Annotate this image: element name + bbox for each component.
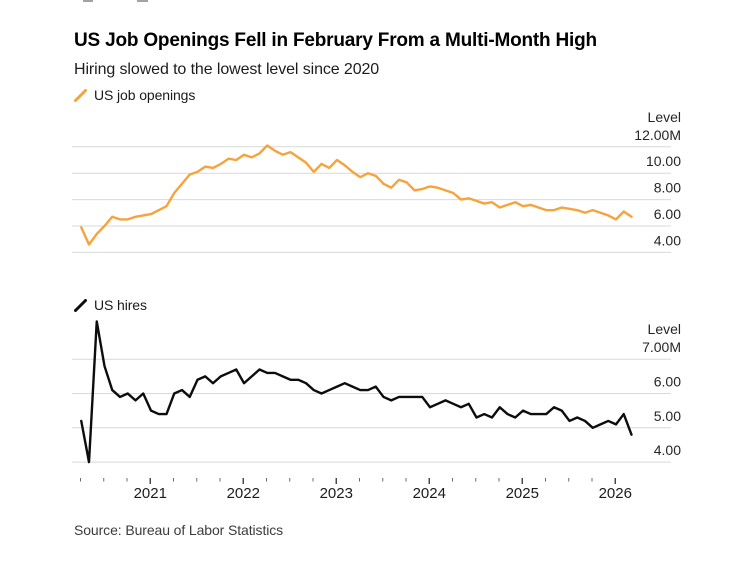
openings-line [80,144,633,246]
source-note: Source: Bureau of Labor Statistics [74,522,284,538]
x-axis-year-label: 2024 [413,485,446,502]
y-axis-tick-label: 6.00 [654,206,681,222]
hires-line-swatch-icon [74,298,87,312]
cropped-text-fragment [137,0,148,2]
y-axis-level-label: Level [648,321,681,337]
legend-job-openings: US job openings [74,87,195,103]
x-axis-year-label: 2025 [506,485,539,502]
x-axis-year-label: 2021 [134,485,167,502]
y-axis-tick-label: 4.00 [654,232,681,248]
legend-hires-label: US hires [94,297,147,313]
legend-job-openings-label: US job openings [94,87,196,103]
y-axis-tick-label: 10.00 [646,153,681,169]
legend-hires: US hires [74,297,147,313]
hires-line [80,320,633,464]
cropped-text-fragment [83,0,93,2]
openings-line-swatch-icon [74,88,87,102]
chart-subtitle: Hiring slowed to the lowest level since … [74,61,380,78]
x-axis-year-label: 2026 [599,485,632,502]
x-axis-year-label: 2023 [320,485,353,502]
y-axis-tick-label: 7.00M [642,339,681,355]
x-axis-year-label: 2022 [227,485,260,502]
y-axis-tick-label: 12.00M [634,127,681,143]
y-axis-level-label: Level [648,109,681,125]
y-axis-tick-label: 8.00 [654,180,681,196]
y-axis-tick-label: 5.00 [654,408,681,424]
y-axis-tick-label: 4.00 [654,442,681,458]
chart-title: US Job Openings Fell in February From a … [74,30,597,51]
y-axis-tick-label: 6.00 [654,374,681,390]
